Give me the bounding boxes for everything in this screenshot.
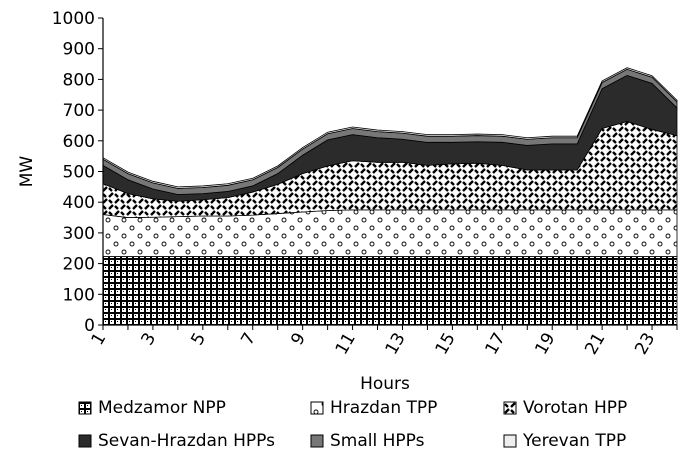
- legend-swatch: [310, 401, 324, 415]
- legend-swatch: [503, 434, 517, 448]
- x-tick-label: 1: [88, 330, 111, 349]
- legend-item-small-hpps: Small HPPs: [310, 431, 425, 451]
- area-yerevan-tpp: [102, 67, 678, 189]
- x-tick-label: 7: [237, 330, 260, 349]
- y-tick-label: 900: [63, 40, 95, 60]
- y-tick-label: 700: [63, 101, 95, 121]
- y-tick-label: 500: [63, 163, 95, 183]
- x-tick-label: 23: [631, 330, 659, 359]
- legend-swatch: [503, 401, 517, 415]
- legend-label: Yerevan TPP: [522, 431, 626, 451]
- legend-label: Sevan-Hrazdan HPPs: [98, 431, 275, 451]
- legend: Medzamor NPP Hrazdan TPP Vorotan HPP Sevan-…: [78, 398, 627, 451]
- y-tick-label: 1000: [52, 9, 95, 29]
- x-tick-label: 3: [138, 330, 161, 349]
- y-tick-label: 100: [63, 285, 95, 305]
- x-tick-label: 21: [581, 330, 609, 359]
- y-tick-label: 0: [84, 316, 95, 336]
- legend-item-yerevan-tpp: Yerevan TPP: [503, 431, 626, 451]
- plot-areas: [102, 67, 678, 326]
- y-axis-title: MW: [17, 156, 37, 188]
- legend-item-vorotan-hpp: Vorotan HPP: [503, 398, 627, 418]
- x-tick-label: 13: [382, 330, 410, 359]
- x-tick-label: 11: [332, 330, 360, 359]
- legend-swatch: [310, 434, 324, 448]
- y-tick-label: 300: [63, 224, 95, 244]
- area-hrazdan-tpp: [102, 209, 678, 257]
- x-tick-label: 9: [287, 330, 310, 349]
- y-tick-label: 600: [63, 132, 95, 152]
- x-tick-label: 15: [432, 330, 460, 359]
- x-tick-label: 5: [187, 330, 210, 349]
- legend-label: Medzamor NPP: [98, 398, 226, 418]
- x-axis-title: Hours: [360, 374, 410, 394]
- legend-item-medzamor-npp: Medzamor NPP: [78, 398, 226, 418]
- legend-swatch: [78, 434, 92, 448]
- legend-swatch: [78, 401, 92, 415]
- x-tick-label: 19: [531, 330, 559, 359]
- x-tick-label: 17: [481, 329, 509, 358]
- legend-item-hrazdan-tpp: Hrazdan TPP: [310, 398, 437, 418]
- y-tick-label: 200: [63, 255, 95, 275]
- legend-item-sevan-hrazdan-hpps: Sevan-Hrazdan HPPs: [78, 431, 275, 451]
- y-tick-label: 400: [63, 193, 95, 213]
- area-medzamor-npp: [102, 256, 678, 326]
- legend-label: Hrazdan TPP: [330, 398, 437, 418]
- legend-label: Vorotan HPP: [523, 398, 627, 418]
- y-tick-label: 800: [63, 70, 95, 90]
- legend-label: Small HPPs: [330, 431, 425, 451]
